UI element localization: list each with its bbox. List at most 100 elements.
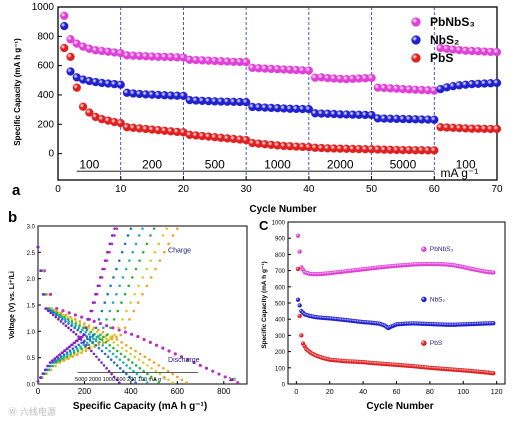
- charge-point: [77, 343, 80, 347]
- discharge-point: [48, 309, 52, 313]
- discharge-point: [121, 361, 125, 364]
- discharge-point: [92, 352, 96, 356]
- discharge-point: [117, 381, 121, 384]
- discharge-point: [105, 324, 109, 328]
- charge-point: [106, 339, 109, 343]
- discharge-point: [70, 317, 73, 321]
- discharge-point: [143, 355, 147, 359]
- charge-point: [161, 234, 165, 237]
- charge-point: [79, 335, 83, 339]
- charge-point: [105, 318, 108, 321]
- charge-point: [109, 335, 112, 339]
- discharge-point: [171, 372, 174, 376]
- charge-point: [67, 345, 71, 349]
- y-tick-label: 400: [37, 90, 54, 101]
- charge-point: [106, 250, 109, 254]
- discharge-point: [74, 332, 78, 336]
- charge-point: [97, 318, 101, 321]
- charge-point: [87, 343, 91, 347]
- charge-point: [167, 242, 170, 246]
- charge-point: [59, 355, 63, 358]
- discharge-point: [115, 338, 119, 341]
- charge-point: [88, 335, 92, 339]
- charge-point: [141, 276, 145, 279]
- charge-point: [113, 234, 116, 237]
- charge-point: [113, 227, 116, 230]
- y-tick-label: 200: [37, 119, 54, 130]
- discharge-point: [72, 330, 75, 334]
- data-point: [60, 21, 69, 31]
- charge-point: [110, 234, 114, 237]
- discharge-point: [55, 306, 59, 311]
- discharge-point: [173, 352, 177, 356]
- charge-point: [60, 351, 64, 354]
- x-tick-label: 120: [491, 389, 503, 396]
- panel-c-y-axis-label: Specific Capacity (mA h g⁻¹): [261, 261, 268, 348]
- discharge-point: [198, 363, 202, 368]
- legend-marker: [421, 296, 427, 303]
- y-tick-label: 400: [275, 318, 286, 324]
- data-point: [295, 266, 301, 272]
- charge-point: [154, 267, 157, 271]
- y-tick-label: 600: [275, 285, 286, 291]
- charge-point: [39, 376, 42, 379]
- discharge-point: [154, 343, 159, 347]
- charge-point: [79, 345, 82, 349]
- charge-point: [41, 372, 45, 375]
- discharge-point: [167, 349, 171, 353]
- data-point: [430, 115, 439, 124]
- discharge-point: [54, 315, 58, 319]
- charge-point: [97, 343, 101, 347]
- discharge-point: [136, 335, 140, 339]
- y-tick-label: 800: [37, 31, 54, 42]
- discharge-point: [112, 341, 116, 344]
- discharge-point: [118, 366, 122, 370]
- panel-a-frame: [57, 6, 498, 181]
- charge-point: [120, 301, 123, 304]
- discharge-point: [73, 313, 78, 317]
- data-point: [116, 118, 125, 128]
- charge-point: [113, 333, 116, 337]
- data-point: [72, 83, 81, 92]
- discharge-point: [185, 381, 188, 384]
- charge-point: [63, 349, 66, 352]
- y-tick-label: 0: [48, 149, 54, 160]
- charge-point: [48, 364, 51, 368]
- discharge-point: [82, 324, 86, 327]
- rate-label: 200: [142, 157, 162, 171]
- data-point: [430, 146, 439, 155]
- data-point: [179, 91, 188, 100]
- charge-point: [149, 259, 153, 262]
- y-tick-label: 1000: [32, 2, 55, 13]
- charge-point: [108, 242, 112, 246]
- discharge-point: [67, 320, 70, 323]
- legend-label: PbNbS₃: [430, 246, 454, 253]
- charge-point: [118, 284, 121, 288]
- data-point: [297, 303, 302, 308]
- series-PbNbS₃: [295, 233, 496, 277]
- discharge-point: [101, 330, 105, 334]
- discharge-point: [70, 324, 73, 327]
- y-tick-label: 0: [282, 383, 286, 389]
- discharge-point: [98, 341, 101, 344]
- discharge-point: [123, 330, 127, 334]
- discharge-point: [125, 372, 128, 376]
- discharge-point: [95, 355, 98, 359]
- discharge-point: [100, 338, 104, 341]
- discharge-point: [74, 324, 77, 327]
- data-point: [304, 66, 314, 75]
- discharge-point: [63, 317, 67, 321]
- discharge-point: [104, 341, 108, 344]
- discharge-point: [112, 361, 116, 364]
- discharge-point: [62, 322, 65, 325]
- x-tick-label: 600: [171, 387, 185, 396]
- discharge-point: [59, 311, 63, 315]
- charge-point: [72, 349, 76, 352]
- charge-point: [100, 309, 104, 313]
- charge-point: [72, 353, 76, 356]
- discharge-point: [49, 311, 52, 315]
- charge-point: [108, 309, 112, 313]
- discharge-point: [97, 358, 101, 361]
- discharge-point: [76, 328, 79, 332]
